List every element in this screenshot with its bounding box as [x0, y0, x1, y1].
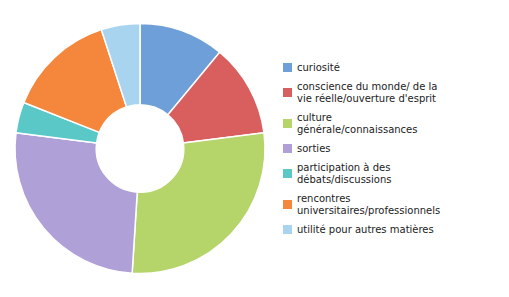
legend-label-line: participation à des — [297, 162, 390, 173]
legend-swatch — [283, 63, 292, 72]
slice — [15, 133, 137, 273]
legend-label-line: universitaires/professionnels — [297, 205, 440, 216]
legend-label: culturegénérale/connaissances — [297, 112, 417, 135]
slice — [132, 133, 265, 274]
legend-label-line: générale/connaissances — [297, 124, 417, 135]
legend-swatch — [283, 200, 292, 209]
legend-item: utilité pour autres matières — [283, 224, 434, 235]
legend: curiosité conscience du monde/ de lavie r… — [283, 62, 440, 235]
legend-label: utilité pour autres matières — [297, 224, 434, 235]
legend-label-line: vie réelle/ouverture d'esprit — [297, 93, 436, 104]
legend-swatch — [283, 169, 292, 178]
legend-label-line: utilité pour autres matières — [297, 224, 434, 235]
legend-label-line: débats/discussions — [297, 174, 392, 185]
legend-swatch — [283, 225, 292, 234]
slice — [168, 52, 264, 143]
legend-label: conscience du monde/ de lavie réelle/ouv… — [297, 81, 437, 104]
legend-label: curiosité — [297, 62, 340, 73]
legend-item: curiosité — [283, 62, 340, 73]
legend-label-line: sorties — [297, 143, 331, 154]
legend-label-line: conscience du monde/ de la — [297, 81, 437, 92]
legend-swatch — [283, 119, 292, 128]
slice — [101, 24, 140, 107]
donut — [15, 24, 265, 274]
legend-label: participation à desdébats/discussions — [297, 162, 392, 185]
legend-label: sorties — [297, 143, 331, 154]
legend-item: culturegénérale/connaissances — [283, 112, 417, 135]
legend-label-line: curiosité — [297, 62, 340, 73]
legend-item: rencontresuniversitaires/professionnels — [283, 193, 440, 216]
legend-label: rencontresuniversitaires/professionnels — [297, 193, 440, 216]
legend-label-line: culture — [297, 112, 332, 123]
legend-label-line: rencontres — [297, 193, 351, 204]
legend-item: participation à desdébats/discussions — [283, 162, 392, 185]
chart: curiosité conscience du monde/ de lavie r… — [0, 0, 509, 297]
legend-item: sorties — [283, 143, 331, 154]
legend-swatch — [283, 144, 292, 153]
legend-item: conscience du monde/ de lavie réelle/ouv… — [283, 81, 437, 104]
legend-swatch — [283, 88, 292, 97]
